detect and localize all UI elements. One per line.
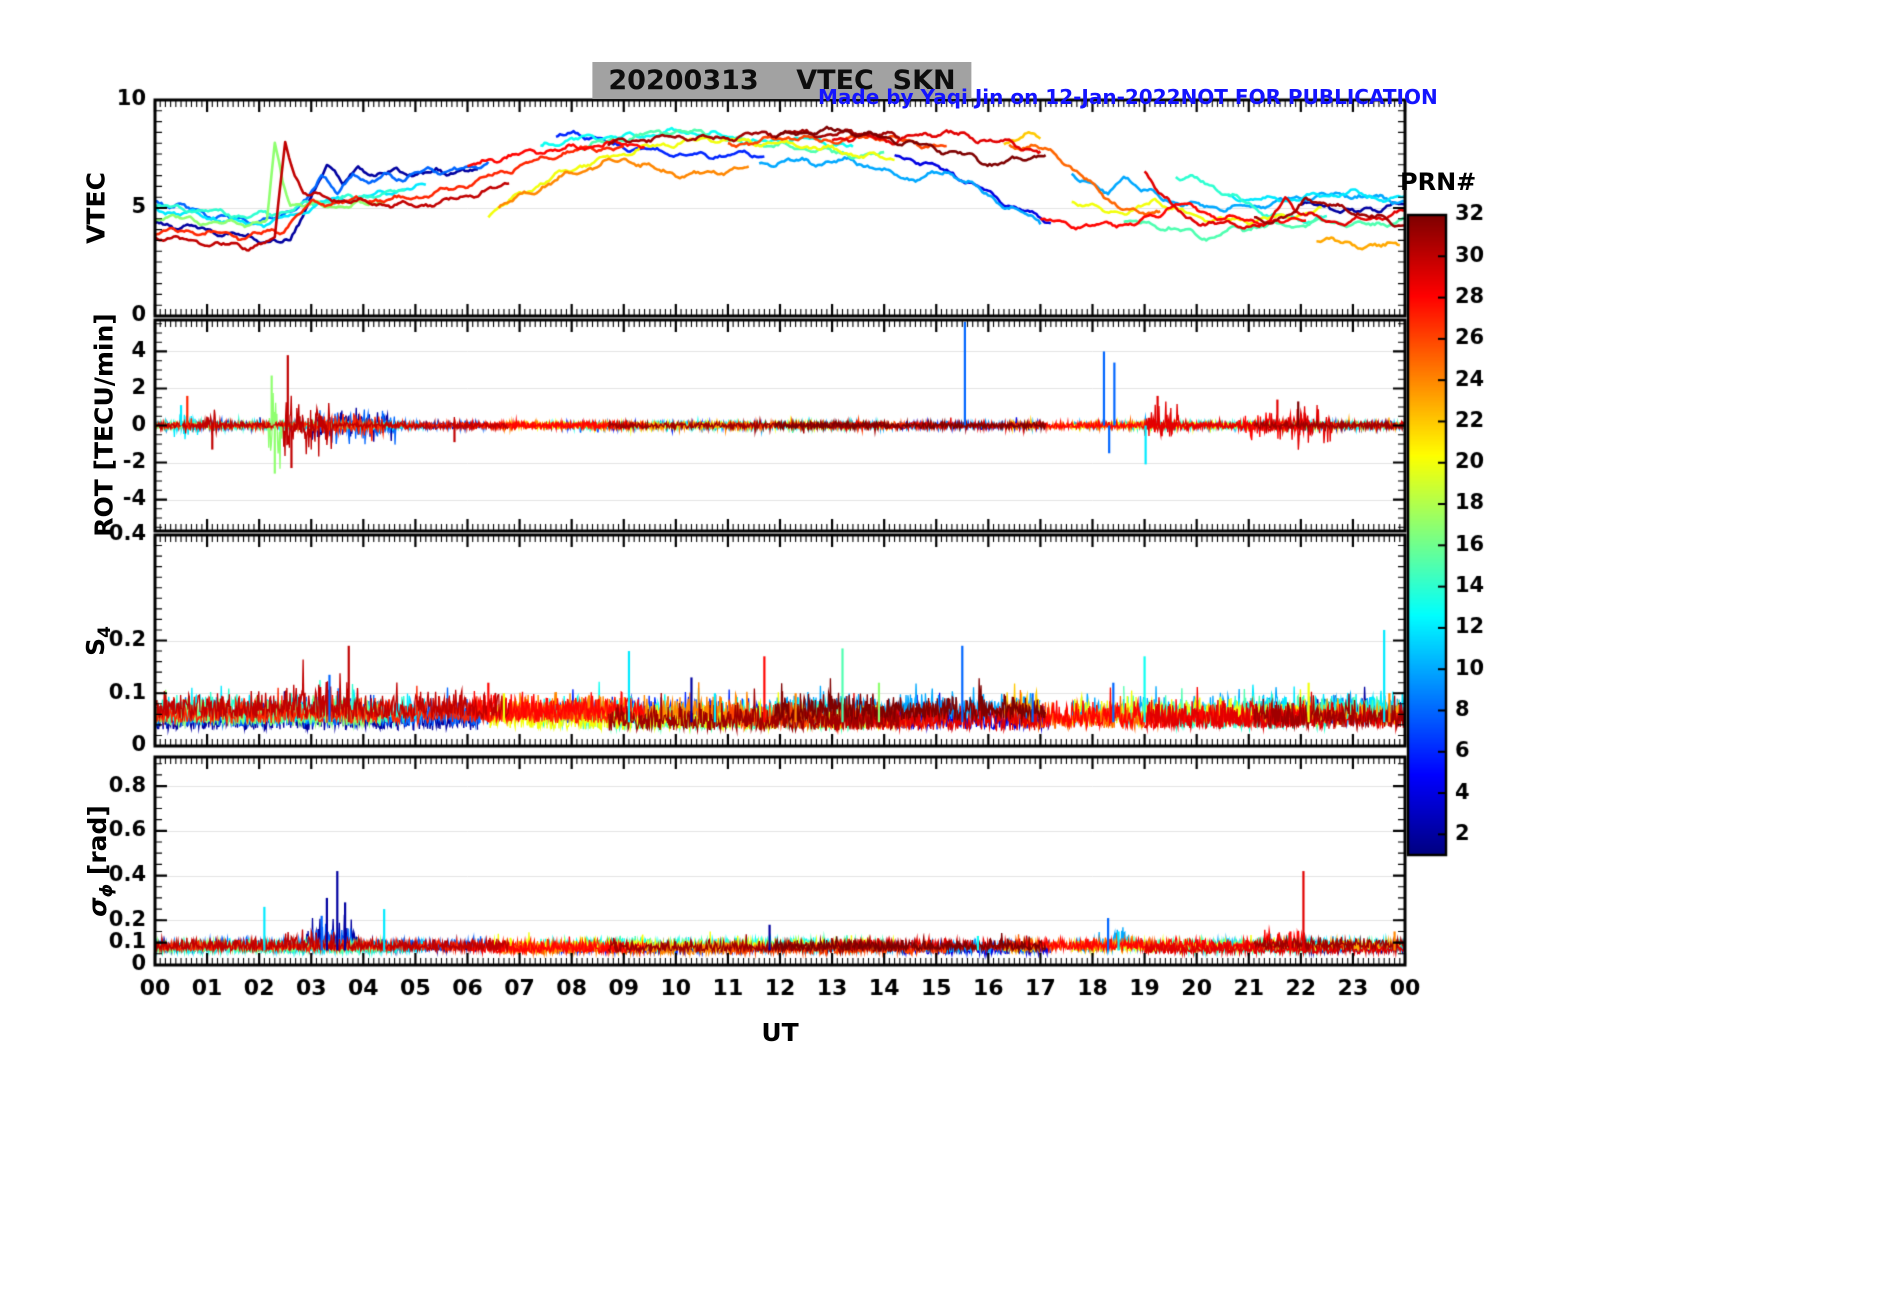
colorbar-label: PRN# bbox=[1400, 168, 1477, 196]
ylabel-rot: ROT [TECU/min] bbox=[89, 313, 119, 537]
watermark-credit: Made by Yaqi Jin on 12-Jan-2022 bbox=[818, 85, 1181, 109]
xlabel-ut: UT bbox=[761, 1018, 799, 1047]
watermark-notice: NOT FOR PUBLICATION bbox=[1180, 85, 1438, 109]
watermark: Made by Yaqi Jin on 12-Jan-2022 NOT FOR … bbox=[818, 85, 1438, 109]
ylabel-vtec: VTEC bbox=[81, 172, 111, 244]
ylabel-s4: S4 bbox=[81, 626, 115, 656]
ylabel-sigma-phi: σϕ [rad] bbox=[83, 805, 117, 917]
figure-title: 20200313 VTEC SKN bbox=[592, 62, 972, 99]
